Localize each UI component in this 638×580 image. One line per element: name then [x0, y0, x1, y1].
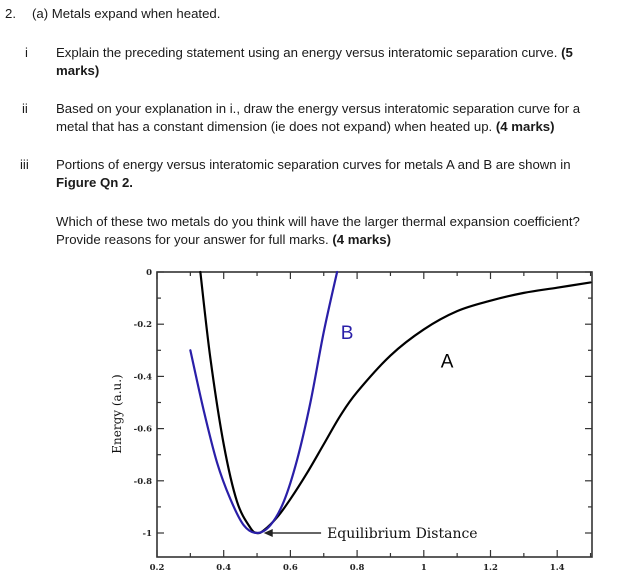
item-ii-marks: (4 marks) [495, 119, 555, 134]
item-i-numeral: i [25, 45, 28, 60]
item-iii-marks: (4 marks) [332, 232, 391, 247]
y-tick-label: -0.2 [134, 320, 152, 330]
axis-ticks [156, 271, 592, 557]
item-iii-line1: Portions of energy versus interatomic se… [56, 157, 571, 172]
heading-text: Metals expand when heated. [51, 6, 221, 21]
equilibrium-distance-label: Equilibrium Distance [327, 526, 478, 542]
curve-a [199, 270, 592, 535]
item-iii-numeral: iii [20, 157, 29, 172]
y-tick-label: -0.4 [134, 372, 152, 382]
curve-b [189, 270, 339, 535]
item-iii-line3: Which of these two metals do you think w… [56, 214, 580, 229]
x-tick-label: 0.2 [150, 563, 165, 573]
item-iii-text: Provide reasons for your answer for full… [56, 232, 329, 247]
plot-border [156, 271, 593, 558]
part-label: (a) [32, 6, 49, 21]
item-i-line2: marks) [56, 63, 100, 78]
y-tick-label: -0.8 [134, 477, 152, 487]
item-i-marks-start: (5 [561, 45, 573, 60]
plot-frame [156, 271, 593, 558]
x-tick-label: 0.8 [350, 563, 365, 573]
y-tick-label: 0 [146, 268, 152, 278]
annotations: B A Equilibrium Distance [263, 323, 478, 542]
figure-reference: Figure Qn 2. [56, 175, 133, 190]
item-ii-line1: Based on your explanation in i., draw th… [56, 101, 581, 116]
curve-label-a: A [441, 352, 454, 373]
curves [189, 270, 592, 535]
x-tick-label: 0.4 [216, 563, 231, 573]
x-tick-label: 1.4 [550, 563, 565, 573]
item-ii-numeral: ii [22, 101, 28, 116]
curve-label-b: B [341, 323, 354, 344]
item-i-line1: Explain the preceding statement using an… [56, 44, 573, 61]
x-tick-label: 1 [421, 563, 427, 573]
y-tick-label: -0.6 [134, 425, 152, 435]
equilibrium-arrowhead-icon [263, 529, 273, 537]
item-iii-line4: Provide reasons for your answer for full… [56, 231, 391, 248]
y-tick-label: -1 [143, 529, 153, 539]
x-tick-label: 0.6 [283, 563, 298, 573]
y-axis-title: Energy (a.u.) [110, 374, 124, 453]
question-heading: (a) Metals expand when heated. [32, 5, 220, 22]
item-i-text: Explain the preceding statement using an… [56, 45, 558, 60]
item-ii-text: metal that has a constant dimension (ie … [56, 119, 493, 134]
axis-tick-labels: 0.2 0.4 0.6 0.8 1 1.2 1.4 0 -0.2 -0.4 -0.6 -0.8 -1 [134, 268, 565, 573]
item-ii-line2: metal that has a constant dimension (ie … [56, 118, 555, 135]
question-number: 2. [5, 6, 16, 21]
x-tick-label: 1.2 [483, 563, 498, 573]
